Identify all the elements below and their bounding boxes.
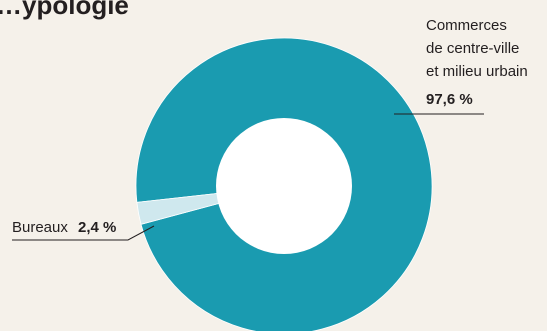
bureaux-leader-line: [12, 225, 155, 241]
commerces-value-label: 97,6 %: [426, 91, 473, 108]
bureaux-value-label: 2,4 %: [78, 219, 116, 236]
commerces-label-line-3: et milieu urbain: [426, 63, 528, 80]
chart-title-fragment: …ypologie: [0, 0, 129, 20]
donut-hole: [216, 118, 352, 254]
bureaux-label: Bureaux: [12, 219, 68, 236]
commerces-label-line-2: de centre-ville: [426, 40, 519, 57]
bureaux-label-group: Bureaux 2,4 %: [12, 219, 155, 241]
commerces-label-line-1: Commerces: [426, 17, 507, 34]
commerces-label-group: Commerces de centre-ville et milieu urba…: [394, 17, 528, 115]
